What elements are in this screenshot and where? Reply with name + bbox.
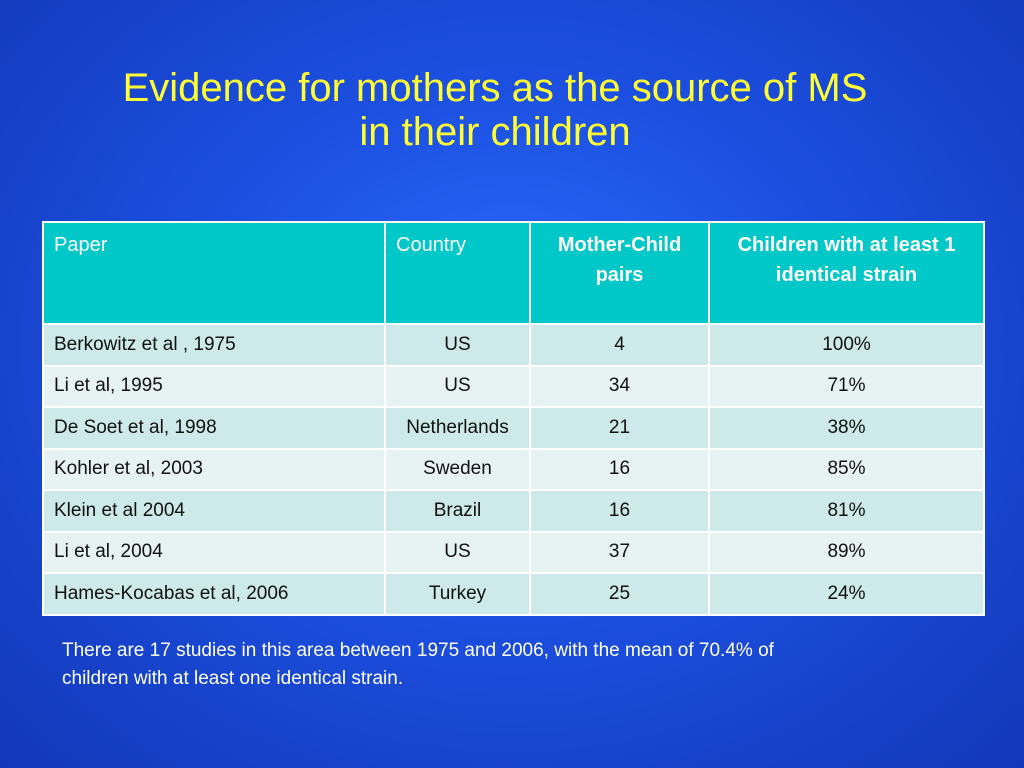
cell-pairs: 37: [529, 530, 710, 574]
table-row: Klein et al 2004 Brazil 16 81%: [42, 489, 985, 533]
slide-title: Evidence for mothers as the source of MS…: [40, 66, 950, 154]
cell-pairs: 16: [529, 489, 710, 533]
slide-title-line-2: in their children: [359, 110, 631, 154]
cell-pairs: 25: [529, 572, 710, 616]
cell-country: Netherlands: [384, 406, 531, 450]
table-row: Li et al, 1995 US 34 71%: [42, 364, 985, 408]
header-mother-child-pairs: Mother-Child pairs: [529, 221, 710, 325]
table-row: De Soet et al, 1998 Netherlands 21 38%: [42, 406, 985, 450]
header-paper: Paper: [42, 221, 386, 325]
cell-percent: 100%: [708, 323, 985, 367]
cell-paper: Li et al, 1995: [42, 364, 386, 408]
slide-title-line-1: Evidence for mothers as the source of MS: [122, 66, 868, 110]
cell-country: Brazil: [384, 489, 531, 533]
cell-paper: Berkowitz et al , 1975: [42, 323, 386, 367]
cell-percent: 85%: [708, 447, 985, 491]
cell-paper: Li et al, 2004: [42, 530, 386, 574]
header-children-identical-strain: Children with at least 1 identical strai…: [708, 221, 985, 325]
cell-percent: 89%: [708, 530, 985, 574]
cell-paper: Kohler et al, 2003: [42, 447, 386, 491]
cell-paper: De Soet et al, 1998: [42, 406, 386, 450]
table-row: Berkowitz et al , 1975 US 4 100%: [42, 323, 985, 367]
cell-pairs: 16: [529, 447, 710, 491]
table-row: Li et al, 2004 US 37 89%: [42, 530, 985, 574]
cell-country: US: [384, 364, 531, 408]
cell-country: Turkey: [384, 572, 531, 616]
cell-paper: Hames-Kocabas et al, 2006: [42, 572, 386, 616]
cell-pairs: 21: [529, 406, 710, 450]
cell-percent: 24%: [708, 572, 985, 616]
cell-paper: Klein et al 2004: [42, 489, 386, 533]
table-row: Kohler et al, 2003 Sweden 16 85%: [42, 447, 985, 491]
cell-country: US: [384, 323, 531, 367]
cell-country: Sweden: [384, 447, 531, 491]
cell-pairs: 4: [529, 323, 710, 367]
table-row: Hames-Kocabas et al, 2006 Turkey 25 24%: [42, 572, 985, 616]
cell-percent: 71%: [708, 364, 985, 408]
cell-percent: 38%: [708, 406, 985, 450]
table-header-row: Paper Country Mother-Child pairs Childre…: [42, 221, 985, 325]
cell-pairs: 34: [529, 364, 710, 408]
cell-percent: 81%: [708, 489, 985, 533]
studies-table: Paper Country Mother-Child pairs Childre…: [42, 221, 985, 616]
cell-country: US: [384, 530, 531, 574]
header-country: Country: [384, 221, 531, 325]
summary-footnote: There are 17 studies in this area betwee…: [62, 640, 774, 689]
